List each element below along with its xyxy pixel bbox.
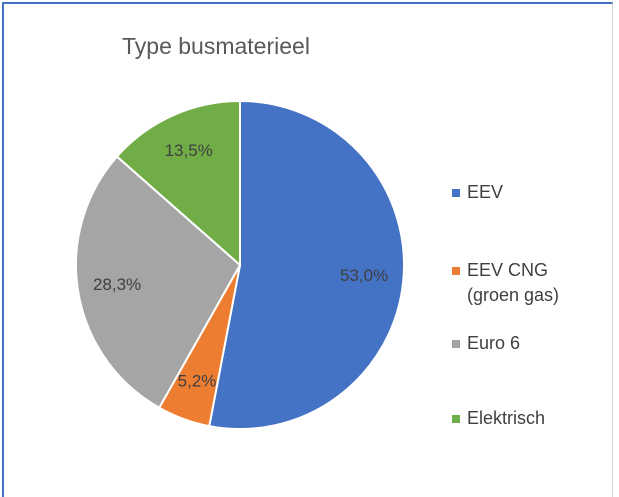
legend-item: Elektrisch [452, 406, 582, 431]
legend-item: Euro 6 [452, 331, 582, 356]
pie-slice [208, 99, 405, 430]
legend-swatch [452, 189, 460, 197]
pie-slice [75, 155, 242, 410]
legend-label: EEV [467, 182, 504, 202]
data-label: 53,0% [340, 266, 388, 285]
data-label: 28,3% [93, 275, 141, 294]
legend-label: Euro 6 [467, 333, 521, 353]
pie-slice [115, 99, 241, 268]
legend-swatch [452, 267, 460, 275]
legend-label: Elektrisch [467, 408, 546, 428]
legend-item: EEV CNG (groen gas) [452, 258, 582, 308]
legend-swatch [452, 415, 460, 423]
data-label: 5,2% [178, 371, 217, 390]
legend-swatch [452, 340, 460, 348]
legend-label: EEV CNG (groen gas) [467, 260, 560, 305]
legend-item: EEV [452, 180, 582, 205]
data-label: 13,5% [165, 141, 213, 160]
chart-title: Type busmaterieel [122, 33, 310, 59]
